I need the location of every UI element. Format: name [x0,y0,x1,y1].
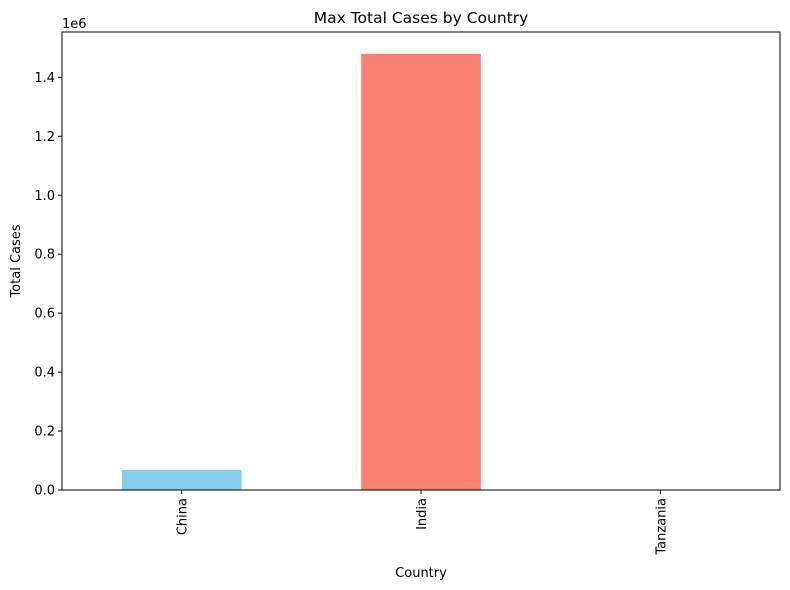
y-ticks-group: 0.0 0.2 0.4 0.6 0.8 1.0 1.2 1.4 [34,71,62,499]
y-tick-label: 0.2 [34,425,55,440]
x-tick-label: India [415,498,430,530]
y-offset-label: 1e6 [62,17,87,32]
y-tick-label: 0.8 [34,248,55,263]
y-tick-label: 1.0 [34,189,55,204]
plot-frame [61,31,781,491]
bars-group [121,53,481,491]
y-tick-label: 1.4 [34,71,55,86]
y-tick-label: 0.0 [34,484,55,499]
x-axis-title: Country [395,566,447,581]
bar-china [121,469,242,490]
x-tick-label: Tanzania [654,498,669,556]
y-tick-label: 1.2 [34,130,55,145]
x-tick-label: China [176,498,191,535]
chart-title: Max Total Cases by Country [314,9,529,27]
y-tick-label: 0.4 [34,366,55,381]
y-tick-label: 0.6 [34,307,55,322]
x-ticks-group: China India Tanzania [176,490,669,556]
bar-india [361,53,481,491]
y-axis-title: Total Cases [9,224,24,298]
